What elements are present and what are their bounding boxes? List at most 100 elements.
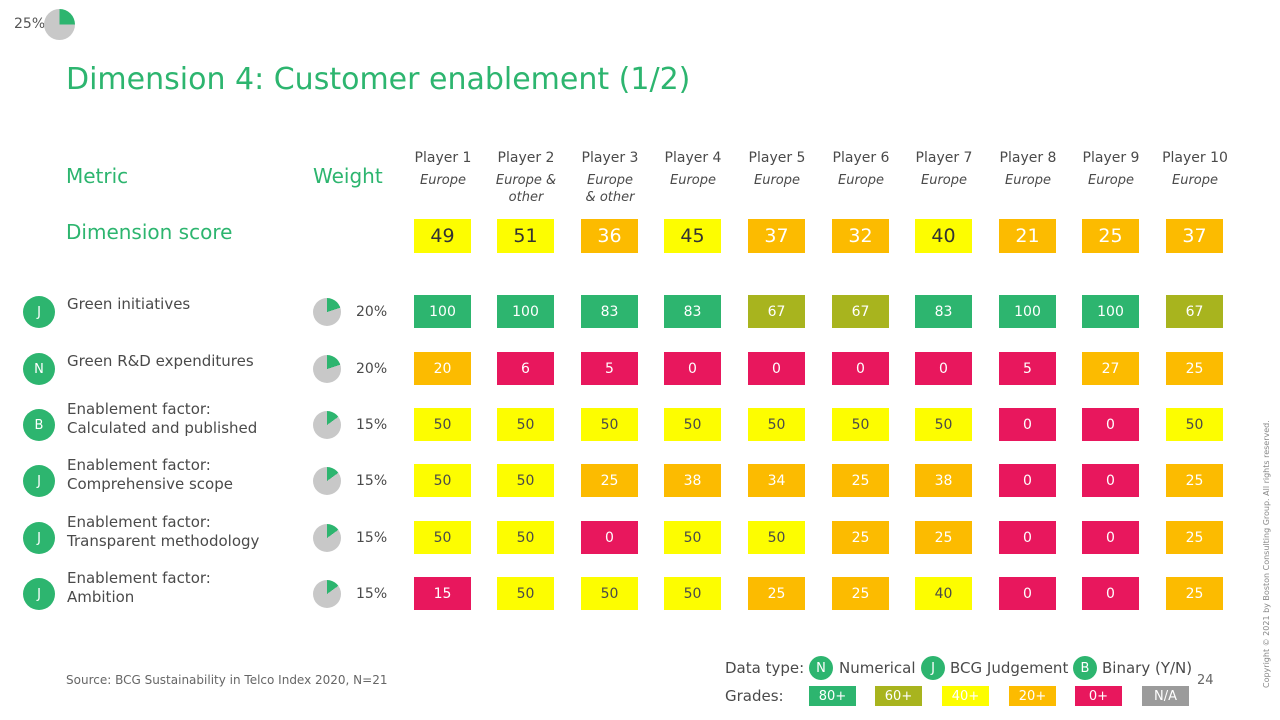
data-type-badge: B bbox=[23, 409, 55, 441]
score-cell: 83 bbox=[915, 295, 972, 328]
weight-value: 20% bbox=[356, 304, 388, 320]
score-cell: 25 bbox=[915, 521, 972, 554]
score-cell: 0 bbox=[999, 577, 1056, 610]
data-type-badge: J bbox=[23, 296, 55, 328]
score-cell: 25 bbox=[832, 577, 889, 610]
player-region: Europe & other bbox=[495, 173, 557, 205]
score-cell: 25 bbox=[748, 577, 805, 610]
player-name: Player 7 bbox=[915, 150, 973, 166]
player-name: Player 3 bbox=[581, 150, 639, 166]
player-region: Europe & other bbox=[585, 173, 635, 205]
score-cell: 50 bbox=[581, 408, 638, 441]
metric-column-header: Metric bbox=[66, 164, 129, 188]
player-name: Player 4 bbox=[664, 150, 722, 166]
score-cell: 67 bbox=[832, 295, 889, 328]
dimension-score-cell: 25 bbox=[1082, 219, 1139, 253]
score-cell: 25 bbox=[1166, 352, 1223, 385]
player-name: Player 1 bbox=[414, 150, 472, 166]
player-region: Europe bbox=[1171, 173, 1218, 188]
legend-type-label: BCG Judgement bbox=[950, 659, 1069, 677]
grade-swatch: 20+ bbox=[1009, 686, 1056, 706]
score-cell: 5 bbox=[581, 352, 638, 385]
score-cell: 20 bbox=[414, 352, 471, 385]
dimension-score-cell: 40 bbox=[915, 219, 972, 253]
score-cell: 0 bbox=[915, 352, 972, 385]
legend-type-badge: J bbox=[921, 656, 945, 680]
score-cell: 0 bbox=[1082, 577, 1139, 610]
score-cell: 0 bbox=[999, 464, 1056, 497]
data-type-badge: J bbox=[23, 522, 55, 554]
weight-pie-icon bbox=[313, 411, 341, 439]
score-cell: 0 bbox=[748, 352, 805, 385]
score-cell: 25 bbox=[1166, 521, 1223, 554]
player-region: Europe bbox=[1004, 173, 1051, 188]
score-cell: 67 bbox=[1166, 295, 1223, 328]
score-cell: 5 bbox=[999, 352, 1056, 385]
score-cell: 50 bbox=[497, 464, 554, 497]
weight-pie-icon bbox=[313, 524, 341, 552]
legend-grades-label: Grades: bbox=[725, 687, 784, 705]
dimension-score-cell: 45 bbox=[664, 219, 721, 253]
dimension-score-cell: 49 bbox=[414, 219, 471, 253]
score-cell: 25 bbox=[832, 464, 889, 497]
player-header: Player 2 Europe & other bbox=[484, 150, 568, 206]
weight-value: 15% bbox=[356, 530, 388, 546]
data-type-badge: J bbox=[23, 578, 55, 610]
player-name: Player 5 bbox=[748, 150, 806, 166]
weight-value: 20% bbox=[356, 361, 388, 377]
dimension-score-label: Dimension score bbox=[66, 220, 233, 244]
score-cell: 0 bbox=[1082, 464, 1139, 497]
metric-label: Green initiatives bbox=[67, 295, 191, 313]
page-number: 24 bbox=[1197, 673, 1214, 688]
score-cell: 27 bbox=[1082, 352, 1139, 385]
score-cell: 50 bbox=[915, 408, 972, 441]
weight-value: 15% bbox=[356, 586, 388, 602]
score-cell: 67 bbox=[748, 295, 805, 328]
player-name: Player 8 bbox=[999, 150, 1057, 166]
score-cell: 50 bbox=[497, 408, 554, 441]
score-cell: 83 bbox=[664, 295, 721, 328]
score-cell: 40 bbox=[915, 577, 972, 610]
weight-value: 15% bbox=[356, 417, 388, 433]
player-region: Europe bbox=[920, 173, 967, 188]
dimension-score-cell: 37 bbox=[1166, 219, 1223, 253]
score-cell: 50 bbox=[664, 577, 721, 610]
score-cell: 100 bbox=[497, 295, 554, 328]
score-cell: 50 bbox=[832, 408, 889, 441]
score-cell: 38 bbox=[664, 464, 721, 497]
player-region: Europe bbox=[753, 173, 800, 188]
player-name: Player 6 bbox=[832, 150, 890, 166]
weight-pie-icon bbox=[313, 580, 341, 608]
score-cell: 25 bbox=[1166, 464, 1223, 497]
legend-type-badge: B bbox=[1073, 656, 1097, 680]
data-type-badge: N bbox=[23, 353, 55, 385]
player-region: Europe bbox=[837, 173, 884, 188]
copyright-notice: Copyright © 2021 by Boston Consulting Gr… bbox=[1262, 420, 1271, 688]
score-cell: 0 bbox=[999, 521, 1056, 554]
player-name: Player 10 bbox=[1162, 150, 1228, 166]
score-cell: 100 bbox=[414, 295, 471, 328]
grade-swatch: 80+ bbox=[809, 686, 856, 706]
score-cell: 15 bbox=[414, 577, 471, 610]
player-region: Europe bbox=[419, 173, 466, 188]
player-header: Player 6 Europe bbox=[819, 150, 903, 189]
player-name: Player 2 bbox=[497, 150, 555, 166]
score-cell: 0 bbox=[1082, 521, 1139, 554]
score-cell: 6 bbox=[497, 352, 554, 385]
player-header: Player 3 Europe & other bbox=[568, 150, 652, 206]
player-header: Player 8 Europe bbox=[986, 150, 1070, 189]
score-cell: 0 bbox=[664, 352, 721, 385]
weight-value: 15% bbox=[356, 473, 388, 489]
source-note: Source: BCG Sustainability in Telco Inde… bbox=[66, 673, 388, 687]
score-cell: 0 bbox=[581, 521, 638, 554]
score-cell: 100 bbox=[1082, 295, 1139, 328]
player-header: Player 5 Europe bbox=[735, 150, 819, 189]
score-cell: 83 bbox=[581, 295, 638, 328]
metric-label: Enablement factor: Calculated and publis… bbox=[67, 400, 258, 437]
legend-type-label: Binary (Y/N) bbox=[1102, 659, 1193, 677]
dimension-score-cell: 36 bbox=[581, 219, 638, 253]
score-cell: 50 bbox=[748, 408, 805, 441]
score-cell: 0 bbox=[1082, 408, 1139, 441]
progress-label: 25% bbox=[14, 16, 46, 32]
score-cell: 50 bbox=[497, 577, 554, 610]
